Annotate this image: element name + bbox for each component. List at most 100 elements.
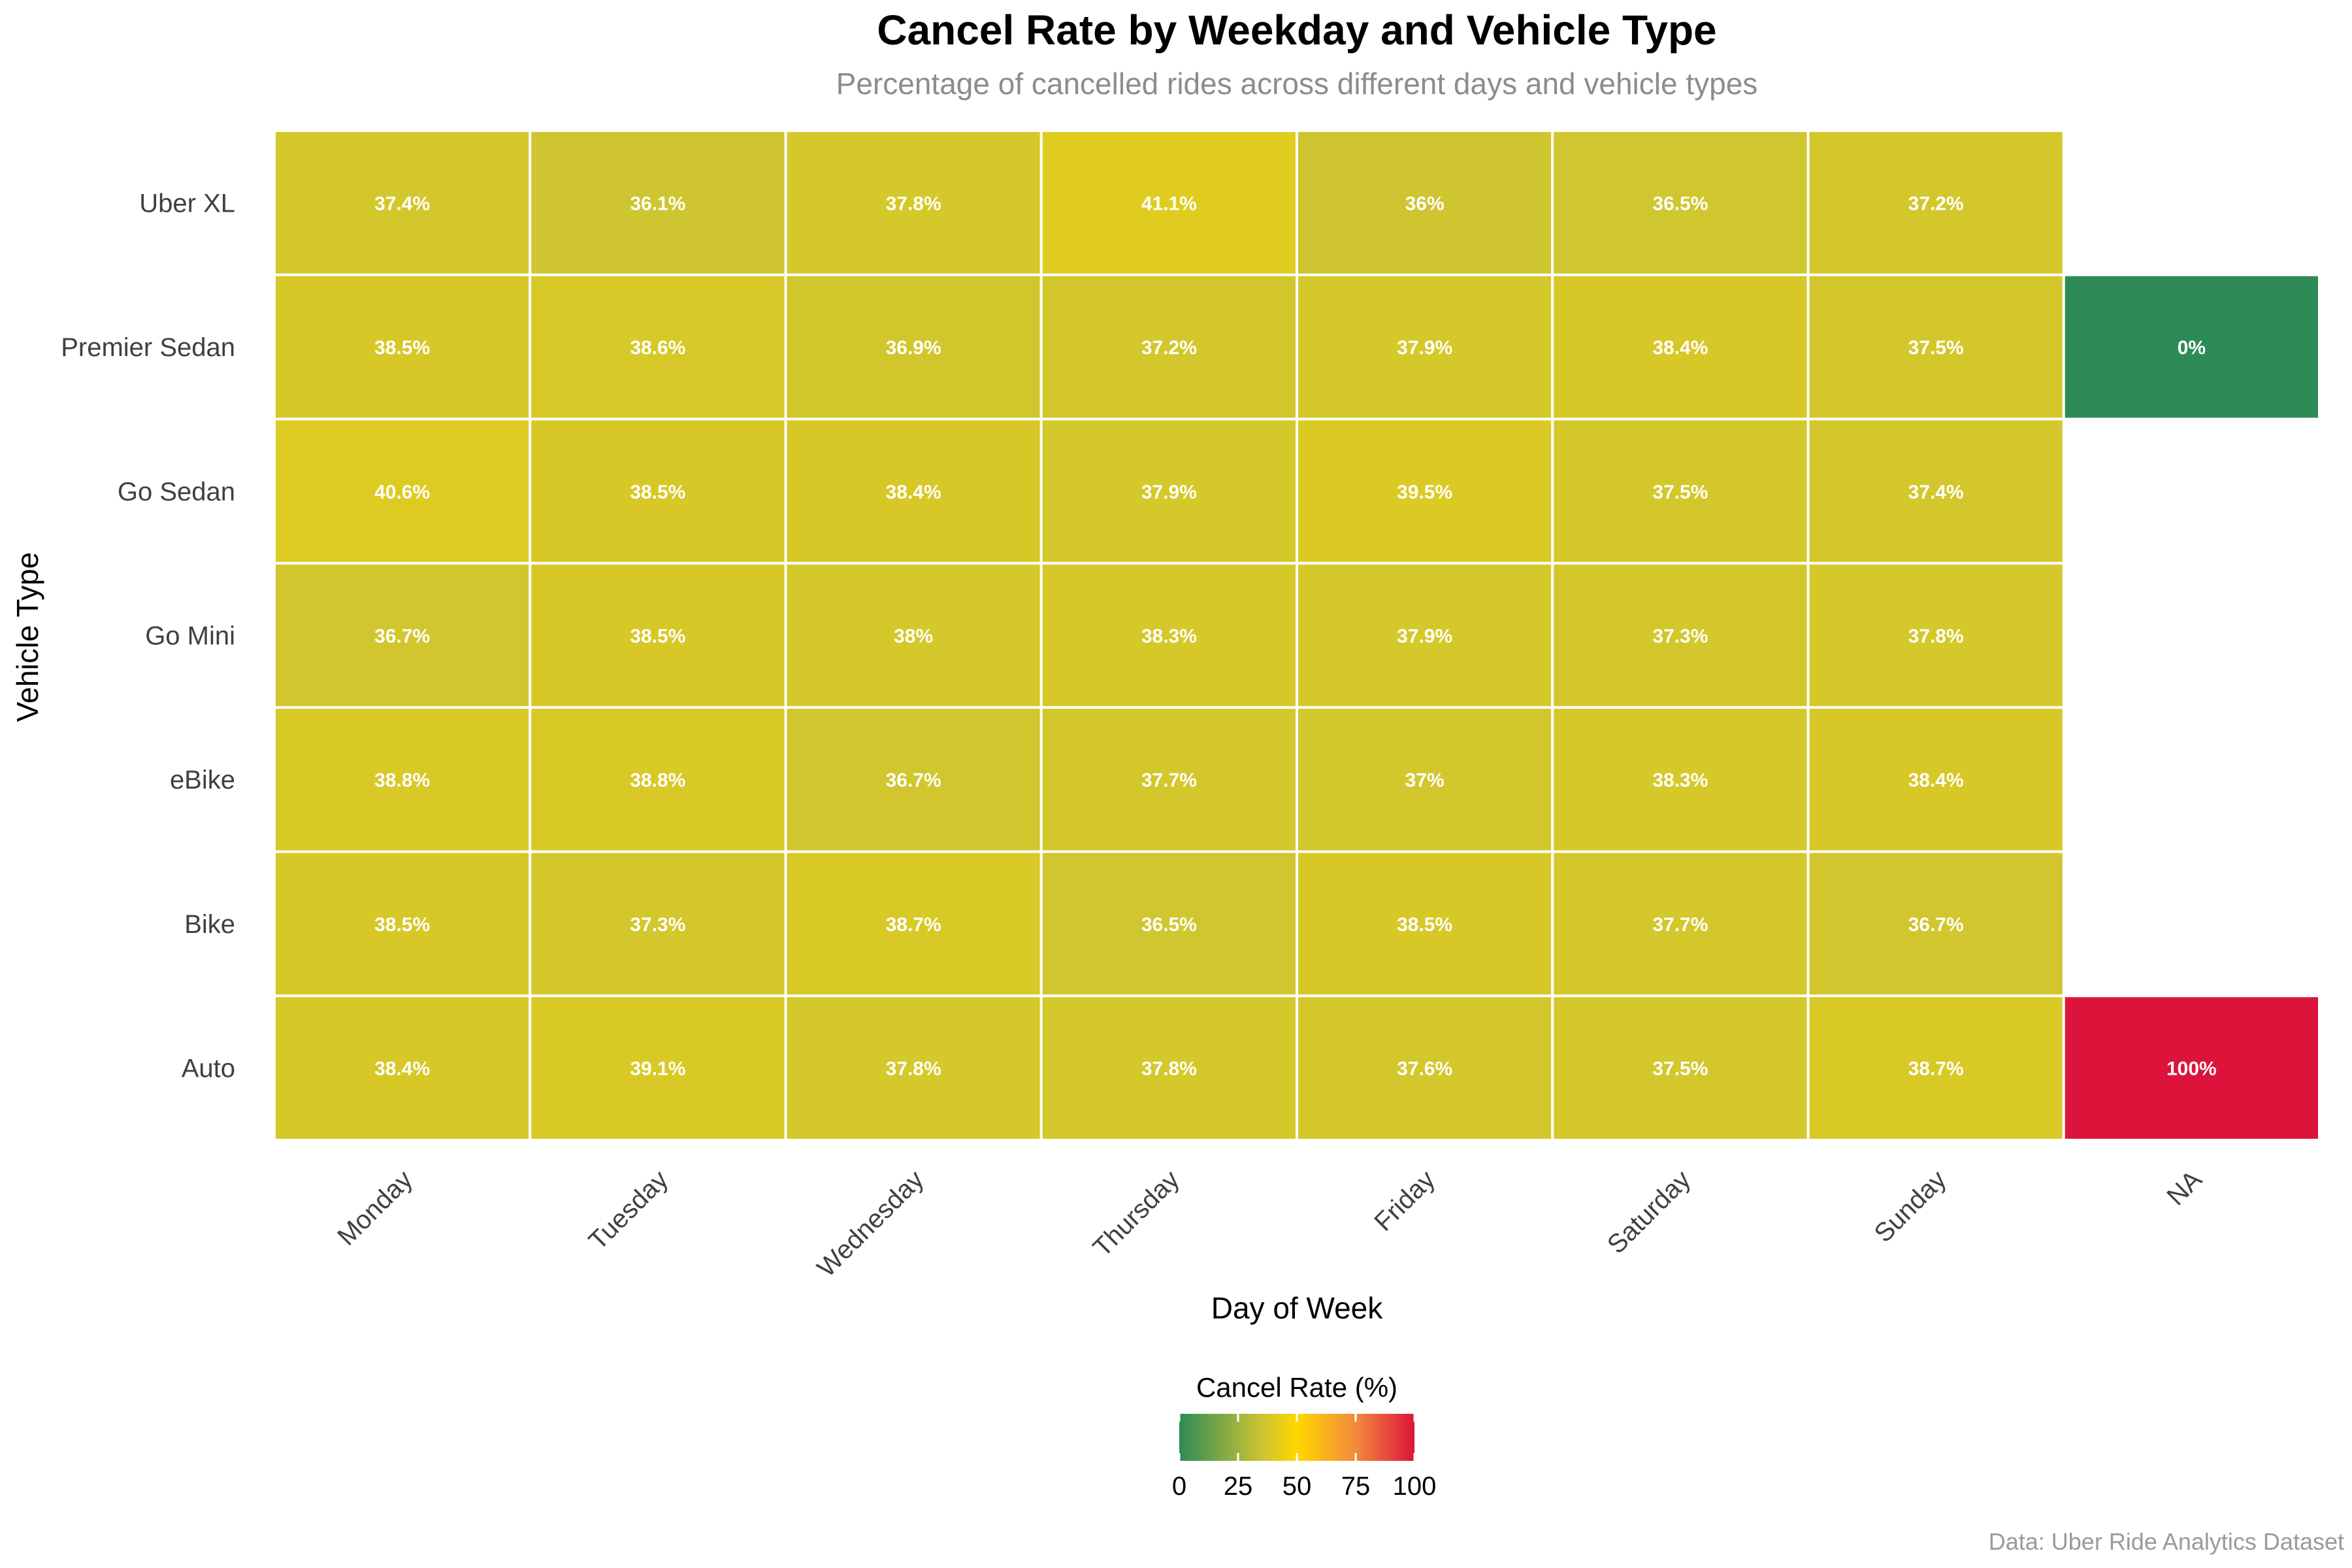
cell-value-label: 37.6% [1397, 1058, 1452, 1080]
heatmap-cell [273, 850, 532, 998]
heatmap-cell [1806, 706, 2065, 853]
heatmap-cell [1551, 562, 1810, 709]
chart-title: Cancel Rate by Weekday and Vehicle Type [877, 7, 1716, 54]
cell-value-label: 36.7% [1908, 914, 1964, 936]
heatmap-cell [784, 273, 1043, 421]
y-tick-label: Uber XL [139, 189, 235, 218]
cell-value-label: 36.5% [1141, 914, 1197, 936]
legend-tick-label: 0 [1172, 1472, 1186, 1501]
heatmap-cell [1296, 417, 1554, 565]
heatmap-cell [784, 994, 1043, 1142]
cell-value-label: 37.9% [1397, 337, 1452, 359]
heatmap-cell [1039, 850, 1298, 998]
heatmap-cell [273, 562, 532, 709]
cell-value-label: 38.4% [886, 482, 941, 503]
cell-value-label: 36.7% [374, 626, 430, 647]
heatmap-cell [273, 417, 532, 565]
heatmap-cell [1296, 562, 1554, 709]
heatmap-cell [2062, 994, 2321, 1142]
heatmap-cell [1039, 129, 1298, 276]
heatmap-cell [1806, 562, 2065, 709]
heatmap-cell [529, 850, 787, 998]
cell-value-label: 37.8% [886, 1058, 941, 1080]
cell-value-label: 37.5% [1908, 337, 1964, 359]
cell-value-label: 39.1% [630, 1058, 685, 1080]
heatmap-cell [1296, 273, 1554, 421]
x-tick-label: Tuesday [583, 1165, 674, 1256]
x-tick-label: Saturday [1602, 1165, 1696, 1259]
legend-ticks: 0 25 50 75 100 [1172, 1414, 1437, 1501]
cell-value-label: 37.8% [1908, 626, 1964, 647]
legend-tick-label: 100 [1393, 1472, 1437, 1501]
heatmap-cell [1551, 706, 1810, 853]
cell-value-label: 38.5% [630, 626, 685, 647]
cell-value-label: 0% [2178, 337, 2206, 359]
cell-value-label: 37.9% [1397, 626, 1452, 647]
legend-tick-label: 25 [1224, 1472, 1253, 1501]
cell-value-label: 37.5% [1652, 482, 1708, 503]
legend-title: Cancel Rate (%) [1196, 1372, 1397, 1403]
heatmap-cell [1806, 273, 2065, 421]
y-tick-label: eBike [170, 766, 235, 794]
cell-value-label: 36.1% [630, 193, 685, 214]
x-axis-title: Day of Week [1211, 1291, 1383, 1325]
cell-value-label: 41.1% [1141, 193, 1197, 214]
heatmap-cell [1551, 129, 1810, 276]
y-tick-label: Go Mini [145, 622, 235, 651]
cell-value-label: 37.7% [1141, 770, 1197, 791]
y-axis-tick-labels: Uber XL Premier Sedan Go Sedan Go Mini eBike… [61, 189, 235, 1083]
cell-value-label: 39.5% [1397, 482, 1452, 503]
x-axis-tick-labels: Monday Tuesday Wednesday Thursday Friday Satu… [332, 1165, 2208, 1282]
heatmap-cell [529, 129, 787, 276]
cell-value-label: 38.5% [374, 914, 430, 936]
heatmap-cell [529, 706, 787, 853]
y-tick-label: Auto [182, 1054, 235, 1083]
y-tick-label: Bike [184, 910, 235, 939]
y-axis-title: Vehicle Type [10, 552, 44, 722]
cell-value-label: 38.6% [630, 337, 685, 359]
cell-value-label: 36.5% [1652, 193, 1708, 214]
heatmap-cell [784, 417, 1043, 565]
cell-value-label: 37.4% [1908, 482, 1964, 503]
heatmap-cell [1039, 417, 1298, 565]
heatmap-cell [273, 273, 532, 421]
x-tick-label: Sunday [1869, 1165, 1952, 1248]
cell-value-label: 100% [2166, 1058, 2217, 1080]
cell-value-label: 38.5% [374, 337, 430, 359]
heatmap-cells: 37.4% 36.1% 37.8% 41.1% 36% 36.5% 37.2% 38.5% 38… [273, 129, 2321, 1142]
cell-value-label: 38.3% [1652, 770, 1708, 791]
cell-value-label: 36.9% [886, 337, 941, 359]
cell-value-label: 38.5% [630, 482, 685, 503]
cell-value-label: 37.2% [1908, 193, 1964, 214]
x-tick-label: Thursday [1088, 1165, 1185, 1262]
chart-subtitle: Percentage of cancelled rides across dif… [836, 67, 1758, 101]
heatmap-cell [784, 129, 1043, 276]
cell-value-label: 37.3% [1652, 626, 1708, 647]
cell-value-label: 36% [1405, 193, 1445, 214]
cell-value-label: 37.2% [1141, 337, 1197, 359]
heatmap-cell [784, 850, 1043, 998]
cell-value-label: 38.8% [630, 770, 685, 791]
cell-value-label: 38.7% [886, 914, 941, 936]
x-tick-label: NA [2161, 1165, 2208, 1211]
cell-value-label: 37.9% [1141, 482, 1197, 503]
legend-tick-label: 75 [1341, 1472, 1371, 1501]
cell-value-label: 37.8% [1141, 1058, 1197, 1080]
cell-value-label: 36.7% [886, 770, 941, 791]
heatmap-cell [1806, 417, 2065, 565]
cell-value-label: 38.7% [1908, 1058, 1964, 1080]
cell-value-label: 38% [894, 626, 933, 647]
heatmap-cell [1296, 994, 1554, 1142]
cell-value-label: 38.3% [1141, 626, 1197, 647]
y-tick-label: Go Sedan [118, 478, 235, 506]
heatmap-cell [529, 417, 787, 565]
cell-value-label: 37.5% [1652, 1058, 1708, 1080]
color-legend: Cancel Rate (%) 0 25 50 75 100 [1172, 1372, 1437, 1501]
heatmap-cell [1039, 994, 1298, 1142]
cell-value-label: 37% [1405, 770, 1445, 791]
cell-value-label: 38.5% [1397, 914, 1452, 936]
x-tick-label: Monday [332, 1165, 418, 1251]
heatmap-cell [2062, 273, 2321, 421]
cell-value-label: 37.7% [1652, 914, 1708, 936]
